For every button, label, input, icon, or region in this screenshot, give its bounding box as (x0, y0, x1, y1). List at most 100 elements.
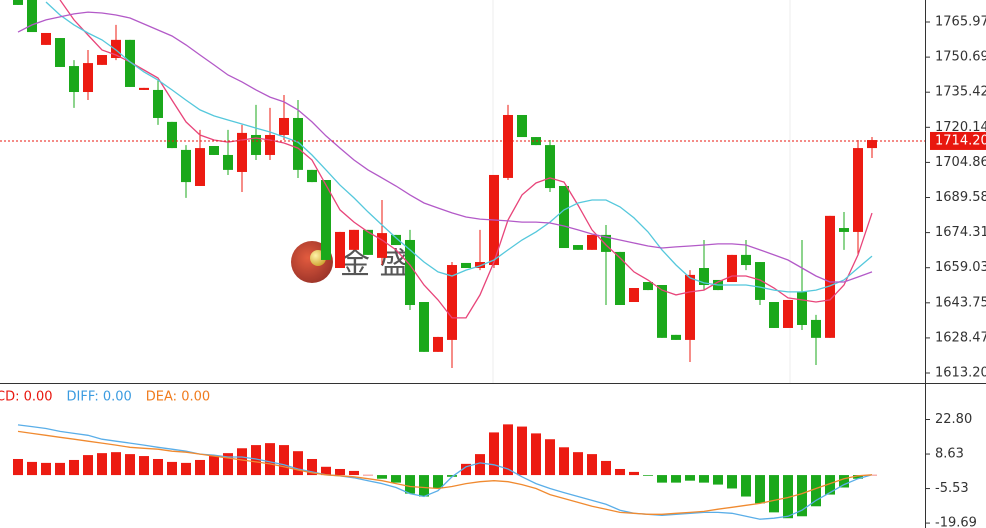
candle-body (447, 265, 457, 340)
candle-body (503, 114, 513, 178)
candle-body (55, 38, 65, 67)
histogram-bar (489, 432, 499, 476)
indicator-line (59, 0, 873, 319)
candle-body (377, 233, 387, 258)
candle-body (139, 87, 149, 90)
histogram-bar (615, 468, 625, 476)
candle-body (223, 154, 233, 170)
histogram-bar (461, 463, 471, 476)
histogram-bar (671, 475, 681, 483)
candle-body (797, 291, 807, 325)
y-tick-label: 1674.31 (935, 225, 986, 240)
candle-body (587, 234, 597, 250)
candle-body (125, 39, 135, 87)
candle-body (27, 0, 37, 33)
candle-body (461, 262, 471, 269)
candle-body (671, 334, 681, 340)
histogram-bar (755, 475, 765, 504)
candle-body (111, 39, 121, 59)
histogram-bar (447, 475, 457, 477)
candle-body (685, 274, 695, 340)
histogram-bar (349, 470, 359, 476)
histogram-bar (69, 459, 79, 476)
histogram-bar (167, 461, 177, 476)
candle-body (153, 89, 163, 118)
candle-body (741, 254, 751, 266)
histogram-bar (643, 475, 653, 476)
candle-body (195, 148, 205, 186)
candle-body (209, 146, 219, 155)
candle-body (433, 336, 443, 352)
histogram-bar (335, 468, 345, 476)
candle-body (657, 285, 667, 338)
histogram-bar (531, 433, 541, 476)
candle-body (41, 32, 51, 45)
candle-body (265, 134, 275, 155)
candle-body (769, 302, 779, 328)
indicator-line (17, 424, 873, 520)
histogram-bar (293, 451, 303, 476)
histogram-bar (83, 455, 93, 476)
watermark: 金 盛 (291, 241, 410, 283)
candle-body (839, 228, 849, 232)
candle-body (97, 55, 107, 65)
candle-body (545, 145, 555, 189)
candle-body (391, 234, 401, 246)
candle-body (573, 245, 583, 250)
histogram-bar (13, 458, 23, 476)
candle-body (307, 169, 317, 183)
histogram-bar (853, 475, 863, 479)
histogram-bar (237, 448, 247, 476)
candle-body (699, 268, 709, 286)
candle-body (517, 114, 527, 138)
candle-body (643, 282, 653, 291)
histogram-bar (433, 475, 443, 489)
y-tick-label: 8.63 (935, 447, 964, 462)
y-tick-label: 1765.97 (935, 15, 986, 30)
candle-body (419, 302, 429, 352)
histogram-bar (839, 475, 849, 488)
candle-body (811, 319, 821, 338)
histogram-bar (545, 439, 555, 476)
candle-body (853, 148, 863, 232)
candle-body (867, 140, 877, 149)
histogram-bar (685, 475, 695, 481)
histogram-bar (573, 452, 583, 476)
histogram-bar (727, 475, 737, 489)
histogram-bar (195, 459, 205, 476)
last-price-label: 1714.20 (935, 133, 986, 148)
legend-entry: DIFF: 0.00 (67, 390, 132, 405)
histogram-bar (601, 460, 611, 476)
histogram-bar (251, 445, 261, 476)
candle-body (363, 229, 373, 255)
candle-body (83, 63, 93, 93)
watermark-text: 金 盛 (340, 247, 410, 282)
histogram-bar (475, 454, 485, 476)
histogram-bar (657, 475, 667, 483)
candle-body (629, 287, 639, 303)
candle-body (783, 299, 793, 328)
histogram-bar (811, 475, 821, 507)
histogram-bar (587, 454, 597, 476)
histogram-bar (223, 453, 233, 476)
candle-body (559, 185, 569, 249)
candle-body (279, 117, 289, 135)
histogram-bar (769, 475, 779, 513)
candle-body (601, 234, 611, 252)
histogram-bar (503, 424, 513, 476)
candle-body (237, 132, 247, 172)
y-tick-label: -19.69 (935, 516, 977, 528)
histogram-bar (377, 475, 387, 479)
histogram-bar (741, 475, 751, 497)
candle-body (293, 117, 303, 170)
histogram-bar (783, 475, 793, 519)
candle-body (321, 180, 331, 260)
candle-body (69, 66, 79, 93)
y-tick-label: 1735.42 (935, 85, 986, 100)
histogram-bar (279, 445, 289, 476)
candle-body (755, 262, 765, 300)
y-tick-label: -5.53 (935, 481, 969, 496)
candle-body (181, 149, 191, 183)
candle-body (335, 231, 345, 269)
histogram-bar (517, 426, 527, 476)
